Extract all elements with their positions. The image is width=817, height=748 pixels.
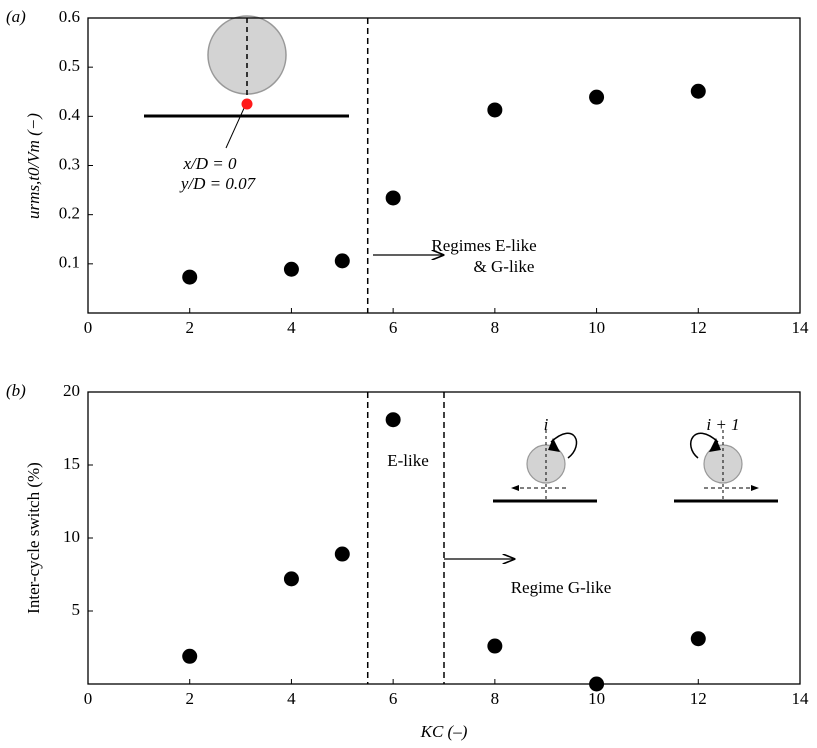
y-axis-label: urms,t0/Vm (−) [24,113,43,219]
data-point [334,253,350,269]
x-tick-label: 0 [84,318,93,337]
x-tick-label: 8 [491,689,500,708]
data-point [182,648,198,664]
x-tick-label: 12 [690,318,707,337]
panel-label: (a) [6,7,26,26]
data-point [690,631,706,647]
y-tick-label: 20 [63,381,80,400]
x-tick-label: 0 [84,689,93,708]
y-tick-label: 5 [72,600,81,619]
data-point [487,638,503,654]
y-tick-label: 0.4 [59,105,81,124]
inset-a [144,15,349,149]
data-point [385,190,401,206]
annotation: E-like [387,451,429,470]
x-tick-label: 14 [792,689,810,708]
x-tick-label: 2 [185,689,194,708]
x-tick-label: 2 [185,318,194,337]
y-tick-label: 0.2 [59,204,80,223]
annotation: Regime G-like [511,578,612,597]
y-tick-label: 0.3 [59,154,80,173]
data-point [334,546,350,562]
data-point [182,269,198,285]
x-tick-label: 6 [389,689,398,708]
y-tick-label: 0.6 [59,7,80,26]
annotation: Regimes E-like [431,236,536,255]
y-tick-label: 0.5 [59,56,80,75]
x-tick-label: 4 [287,689,296,708]
x-axis-label: KC (–) [420,722,468,741]
x-tick-label: 8 [491,318,500,337]
annotation: y/D = 0.07 [179,174,257,193]
inset-b [493,430,778,503]
y-axis-label: Inter-cycle switch (%) [24,462,43,614]
data-point [589,89,605,105]
annotation: i [544,415,549,434]
data-point [690,83,706,99]
data-point [283,571,299,587]
annotation: & G-like [474,257,535,276]
y-tick-label: 15 [63,454,80,473]
y-tick-label: 0.1 [59,253,80,272]
annotation: x/D = 0 [182,154,237,173]
x-tick-label: 12 [690,689,707,708]
panel-label: (b) [6,381,26,400]
data-point [385,412,401,428]
annotation: i + 1 [706,415,739,434]
x-tick-label: 6 [389,318,398,337]
x-tick-label: 10 [588,689,605,708]
data-point [589,676,605,692]
x-tick-label: 14 [792,318,810,337]
x-tick-label: 4 [287,318,296,337]
data-point [283,261,299,277]
data-point [487,102,503,118]
x-tick-label: 10 [588,318,605,337]
y-tick-label: 10 [63,527,80,546]
